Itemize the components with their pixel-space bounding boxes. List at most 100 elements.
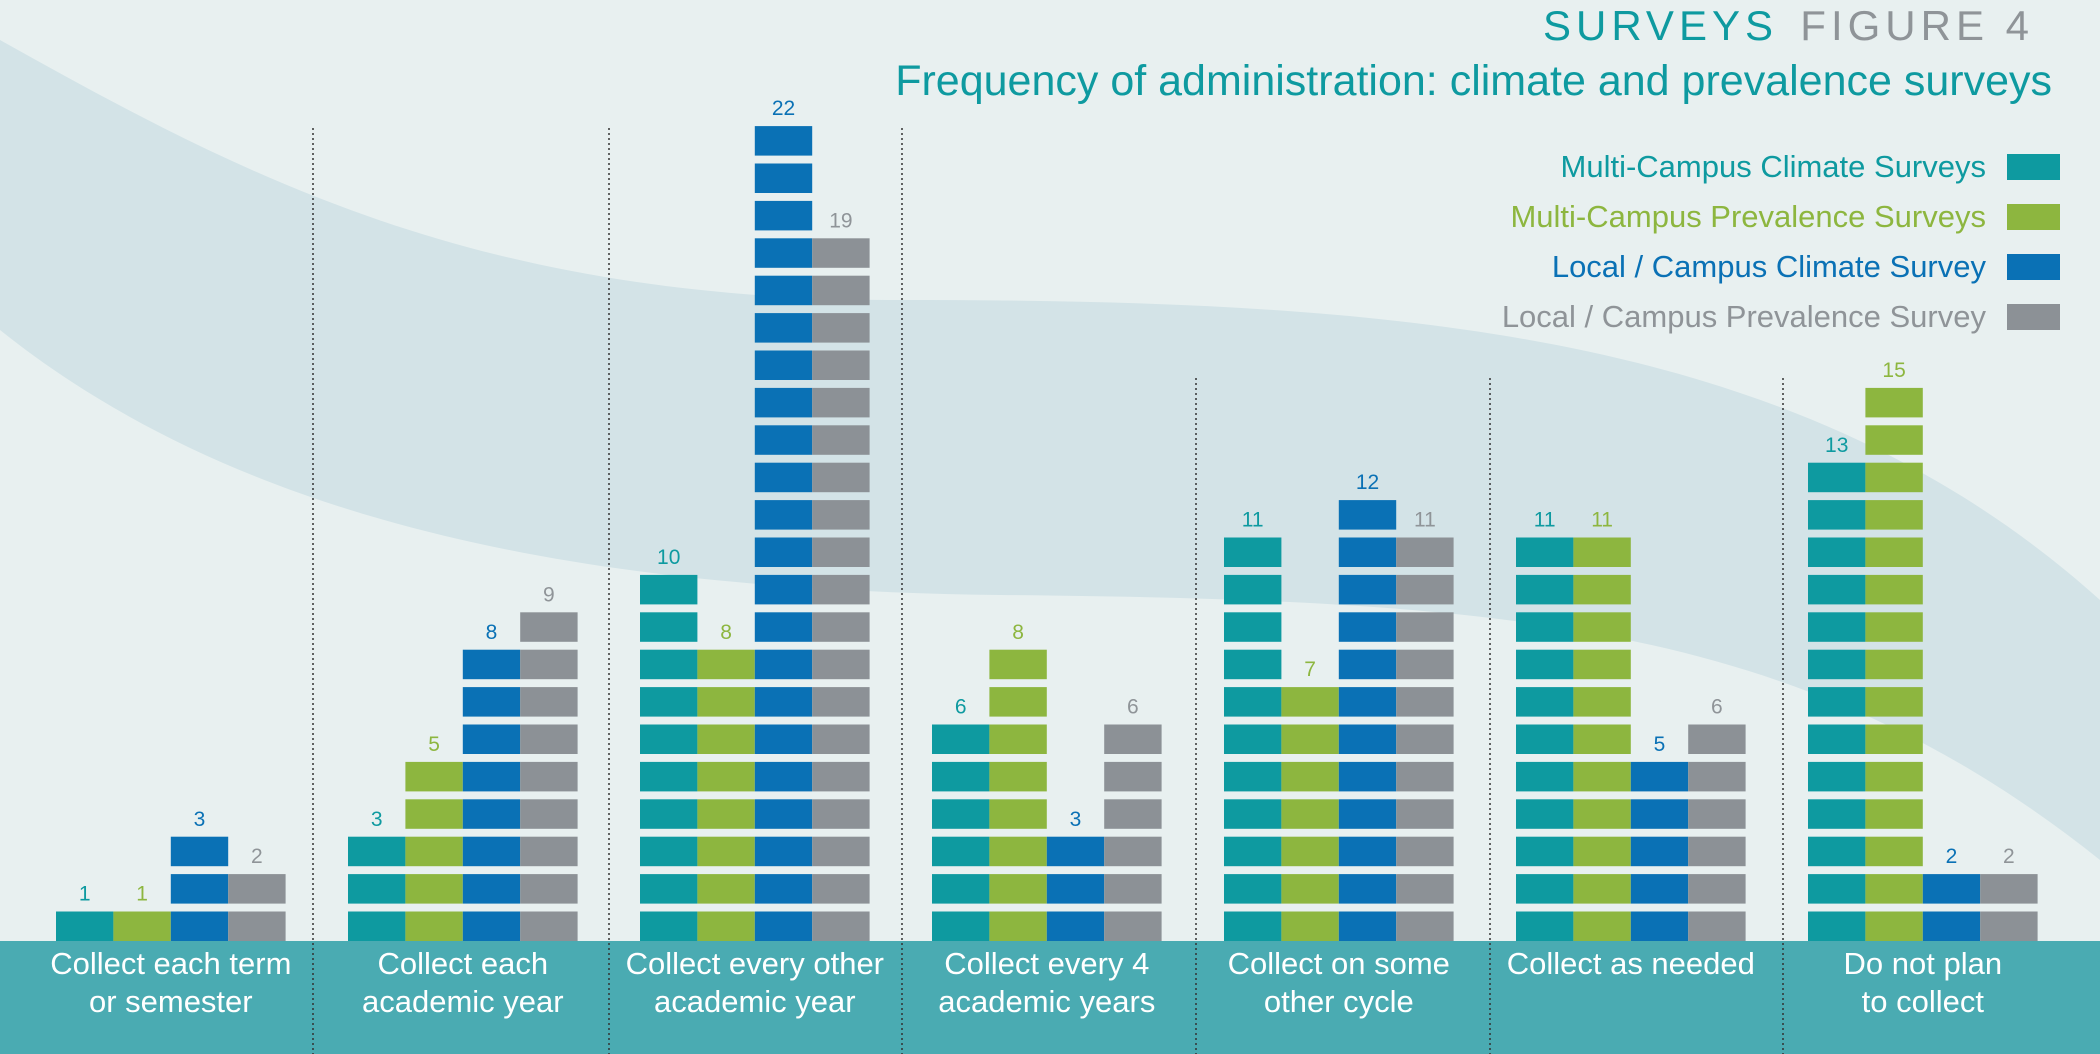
bar-block [1224,574,1282,605]
bar-block [1630,836,1689,867]
bar-block [1224,761,1282,792]
data-label: 8 [1012,621,1024,644]
bar-block [1573,687,1631,717]
bar-block [1224,724,1282,754]
data-label: 12 [1356,471,1379,494]
bar-block [932,761,990,792]
bar-block [812,761,870,792]
bar [348,836,406,941]
data-label: 3 [371,808,383,831]
bar [462,649,521,941]
data-label: 6 [1711,696,1723,719]
bar [56,911,114,941]
bar-block [754,612,813,642]
bar-block [1516,574,1574,605]
bar-block [1396,537,1454,567]
bar-block [1338,612,1397,642]
bar [1281,687,1339,941]
bar-block [1630,874,1689,904]
bar-block [640,687,698,717]
bar-block [1104,836,1162,867]
bar-block [1396,911,1454,941]
legend-label: Local / Campus Prevalence Survey [1502,299,1987,334]
bar-block [640,799,698,829]
legend-label: Multi-Campus Climate Surveys [1561,149,1987,184]
bar-block [640,612,698,642]
bar-block [113,911,171,941]
bar-block [754,687,813,717]
legend-swatch [2007,154,2060,180]
bar-block [754,500,813,530]
bar-block [1688,836,1746,867]
category-group: 6 8 3 6 [932,621,1162,941]
data-label: 2 [2003,845,2015,868]
category-label: other cycle [1264,984,1414,1019]
bar-block [405,836,463,867]
bar-block [1224,874,1282,904]
category-label: Do not plan [1844,946,2003,981]
bar-block [520,836,578,867]
bar [697,649,755,941]
category-group: 11 7 12 11 [1224,471,1454,941]
bar-block [1281,911,1339,941]
bar-block [1865,687,1923,717]
bar-block [1808,574,1866,605]
bar-block [697,761,755,792]
bar-block [1516,537,1574,567]
category-label: Collect every other [626,946,884,981]
bar-block [932,874,990,904]
bar-block [520,761,578,792]
bar-block [1980,911,2038,941]
legend-item: Multi-Campus Prevalence Surveys [1510,199,2060,234]
bar-block [1808,799,1866,829]
bar-block [520,724,578,754]
bar-block [1224,649,1282,680]
bar-block [1865,537,1923,567]
bar-block [754,350,813,380]
bar-block [1573,612,1631,642]
bar [1808,462,1866,941]
bar-block [1046,911,1105,941]
bar-block [754,874,813,904]
bar-block [812,387,870,418]
bar-block [462,687,521,717]
bar-block [462,874,521,904]
bar-block [520,911,578,941]
bar-block [1573,724,1631,754]
bar-block [697,724,755,754]
bar-block [1516,761,1574,792]
data-label: 1 [136,883,148,906]
bar-block [1808,836,1866,867]
bar-block [1338,687,1397,717]
bar-block [1573,836,1631,867]
bar-block [1338,911,1397,941]
bar-block [1224,612,1282,642]
legend-item: Multi-Campus Climate Surveys [1561,149,2060,184]
bar-block [812,275,870,306]
bar-block [1865,799,1923,829]
data-label: 19 [829,209,852,232]
bar-block [640,911,698,941]
bar-block [1865,649,1923,680]
data-label: 13 [1825,434,1848,457]
bar-block [754,724,813,754]
bar-block [56,911,114,941]
section-label: SURVEYS [1543,2,1778,49]
bar-block [1338,574,1397,605]
bar-block [1573,649,1631,680]
bar-block [812,500,870,530]
bar-block [1338,649,1397,680]
bar-block [1338,761,1397,792]
bar-block [754,425,813,455]
bar-block [1396,574,1454,605]
bar-block [1338,799,1397,829]
bar-block [405,874,463,904]
bar-block [228,911,286,941]
bar [640,574,698,941]
bar-block [989,836,1047,867]
bar-block [1865,911,1923,941]
bar-block [812,313,870,343]
bar-block [697,836,755,867]
bar-block [1516,612,1574,642]
